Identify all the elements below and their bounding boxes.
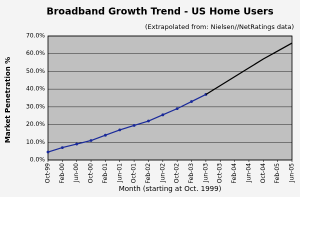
data-point — [190, 100, 193, 103]
x-tick-label: Jun-02 — [159, 163, 166, 183]
y-tick-label: 10.0% — [26, 139, 45, 146]
x-tick-label: Oct-00 — [88, 163, 95, 183]
x-tick-label: Jun-04 — [245, 163, 252, 183]
x-tick-label: Feb-03 — [188, 163, 195, 184]
x-tick-label: Feb-00 — [59, 163, 66, 184]
data-point — [60, 146, 64, 150]
y-tick-label: 30.0% — [26, 103, 45, 110]
chart-subtitle: (Extrapolated from: Nielsen//NetRatings … — [145, 23, 294, 31]
y-tick-label: 40.0% — [26, 86, 45, 93]
y-tick-label: 20.0% — [26, 121, 45, 128]
x-tick-label: Oct-02 — [174, 163, 181, 183]
y-axis-label: Market Penetration % — [4, 57, 12, 143]
x-tick-label: Feb-01 — [102, 163, 109, 184]
x-tick-label: Oct-04 — [260, 163, 267, 183]
x-axis-label: Month (starting at Oct. 1999) — [119, 185, 222, 193]
x-tick-label: Jun-03 — [202, 163, 209, 183]
x-tick-label: Oct-01 — [131, 163, 138, 183]
data-point — [46, 150, 50, 154]
x-tick-label: Jun-05 — [289, 163, 296, 183]
y-tick-label: 50.0% — [26, 68, 45, 75]
y-tick-label: 0.0% — [30, 157, 46, 164]
data-line — [205, 42, 293, 95]
x-tick-label: Oct-99 — [45, 163, 52, 183]
data-point — [75, 142, 79, 146]
data-point — [132, 124, 136, 127]
y-tick-label: 70.0% — [26, 33, 45, 40]
data-point — [118, 128, 122, 132]
x-tick-label: Feb-05 — [274, 163, 281, 184]
plot-area — [47, 35, 293, 161]
x-tick-label: Oct-03 — [217, 163, 224, 183]
x-tick-label: Feb-02 — [145, 163, 152, 184]
data-point — [104, 133, 107, 137]
data-line — [47, 93, 207, 153]
x-tick-label: Feb-04 — [231, 163, 238, 184]
chart: Broadband Growth Trend - US Home Users (… — [0, 0, 300, 197]
y-tick-label: 60.0% — [26, 50, 45, 57]
data-point — [147, 119, 150, 123]
data-point — [175, 107, 179, 111]
data-point — [89, 139, 93, 142]
x-tick-label: Jun-01 — [116, 163, 123, 183]
chart-title: Broadband Growth Trend - US Home Users — [47, 7, 274, 18]
data-point — [161, 113, 165, 117]
x-tick-label: Jun-00 — [73, 163, 80, 183]
